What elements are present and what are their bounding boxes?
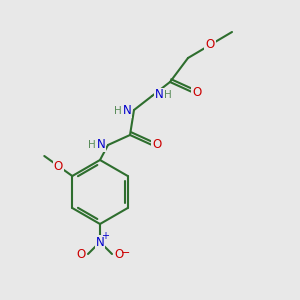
Text: O: O	[206, 38, 214, 52]
Text: O: O	[76, 248, 85, 260]
Text: H: H	[114, 106, 122, 116]
Text: N: N	[96, 236, 104, 248]
Text: N: N	[123, 104, 131, 118]
Text: O: O	[192, 85, 202, 98]
Text: O: O	[152, 139, 162, 152]
Text: N: N	[154, 88, 164, 101]
Text: H: H	[164, 90, 172, 100]
Text: H: H	[88, 140, 96, 150]
Text: O: O	[54, 160, 63, 172]
Text: N: N	[97, 139, 105, 152]
Text: +: +	[101, 231, 109, 241]
Text: O: O	[114, 248, 124, 260]
Text: −: −	[121, 248, 131, 258]
Text: O: O	[54, 160, 63, 172]
